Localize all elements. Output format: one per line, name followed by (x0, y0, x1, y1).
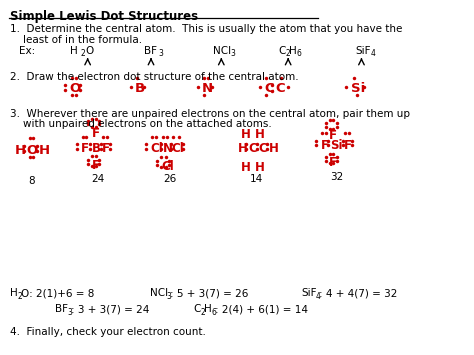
Text: H: H (255, 128, 265, 141)
Text: H: H (255, 160, 265, 174)
Text: BF: BF (55, 304, 68, 314)
Text: F: F (81, 142, 89, 155)
Text: H: H (39, 144, 50, 157)
Text: 8: 8 (28, 176, 35, 186)
Text: 2: 2 (81, 49, 85, 58)
Text: Cl: Cl (172, 142, 184, 155)
Text: H: H (241, 160, 251, 174)
Text: NCl: NCl (150, 289, 168, 299)
Text: H: H (241, 128, 251, 141)
Text: 3: 3 (230, 49, 235, 58)
Text: O: O (27, 144, 37, 157)
Text: : 3 + 3(7) = 24: : 3 + 3(7) = 24 (71, 304, 149, 314)
Text: 14: 14 (250, 174, 263, 184)
Text: 1.  Determine the central atom.  This is usually the atom that you have the: 1. Determine the central atom. This is u… (10, 24, 402, 34)
Text: Si: Si (351, 82, 365, 95)
Text: H: H (204, 304, 212, 314)
Text: 4: 4 (371, 49, 376, 58)
Text: H: H (70, 47, 78, 56)
Text: least of in the formula.: least of in the formula. (10, 35, 142, 45)
Text: 24: 24 (91, 174, 105, 184)
Text: 32: 32 (330, 172, 343, 182)
Text: H: H (290, 47, 297, 56)
Text: Simple Lewis Dot Structures: Simple Lewis Dot Structures (10, 10, 198, 23)
Text: H: H (14, 144, 26, 157)
Text: 2.  Draw the electron dot structure of the central atom.: 2. Draw the electron dot structure of th… (10, 72, 299, 82)
Text: H: H (10, 289, 18, 299)
Text: : 4 + 4(7) = 32: : 4 + 4(7) = 32 (319, 289, 397, 299)
Text: C: C (279, 47, 286, 56)
Text: : 5 + 3(7) = 26: : 5 + 3(7) = 26 (170, 289, 248, 299)
Text: F: F (329, 156, 337, 169)
Text: 3.  Wherever there are unpaired electrons on the central atom, pair them up: 3. Wherever there are unpaired electrons… (10, 109, 410, 119)
Text: O: 2(1)+6 = 8: O: 2(1)+6 = 8 (21, 289, 95, 299)
Text: 3: 3 (67, 308, 72, 317)
Text: F: F (102, 142, 110, 155)
Text: 3: 3 (158, 49, 163, 58)
Text: 4: 4 (315, 292, 320, 301)
Text: C: C (264, 82, 274, 95)
Text: F: F (91, 127, 100, 141)
Text: 6: 6 (211, 308, 216, 317)
Text: : 2(4) + 6(1) = 14: : 2(4) + 6(1) = 14 (215, 304, 308, 314)
Text: 2: 2 (18, 292, 23, 301)
Text: H: H (237, 142, 247, 155)
Text: 3: 3 (166, 292, 171, 301)
Text: with unpaired electrons on the attached atoms.: with unpaired electrons on the attached … (10, 119, 272, 129)
Text: 4.  Finally, check your electron count.: 4. Finally, check your electron count. (10, 327, 206, 337)
Text: NCl: NCl (213, 47, 231, 56)
Text: B: B (135, 82, 145, 95)
Text: Si: Si (330, 139, 343, 152)
Text: 2: 2 (285, 49, 290, 58)
Text: 6: 6 (297, 49, 301, 58)
Text: F: F (344, 139, 352, 152)
Text: C: C (258, 142, 267, 155)
Text: F: F (329, 129, 337, 142)
Text: C: C (194, 304, 201, 314)
Text: C: C (248, 142, 257, 155)
Text: O: O (70, 82, 81, 95)
Text: Cl: Cl (161, 160, 174, 173)
Text: 2: 2 (201, 308, 205, 317)
Text: BF: BF (144, 47, 157, 56)
Text: Cl: Cl (150, 142, 163, 155)
Text: O: O (85, 47, 93, 56)
Text: F: F (91, 159, 100, 172)
Text: B: B (91, 142, 100, 155)
Text: N: N (202, 82, 213, 95)
Text: F: F (320, 139, 328, 152)
Text: SiF: SiF (355, 47, 371, 56)
Text: Ex:: Ex: (18, 47, 35, 56)
Text: N: N (163, 142, 173, 155)
Text: 26: 26 (163, 174, 176, 184)
Text: H: H (269, 142, 279, 155)
Text: SiF: SiF (301, 289, 317, 299)
Text: C: C (276, 82, 285, 95)
